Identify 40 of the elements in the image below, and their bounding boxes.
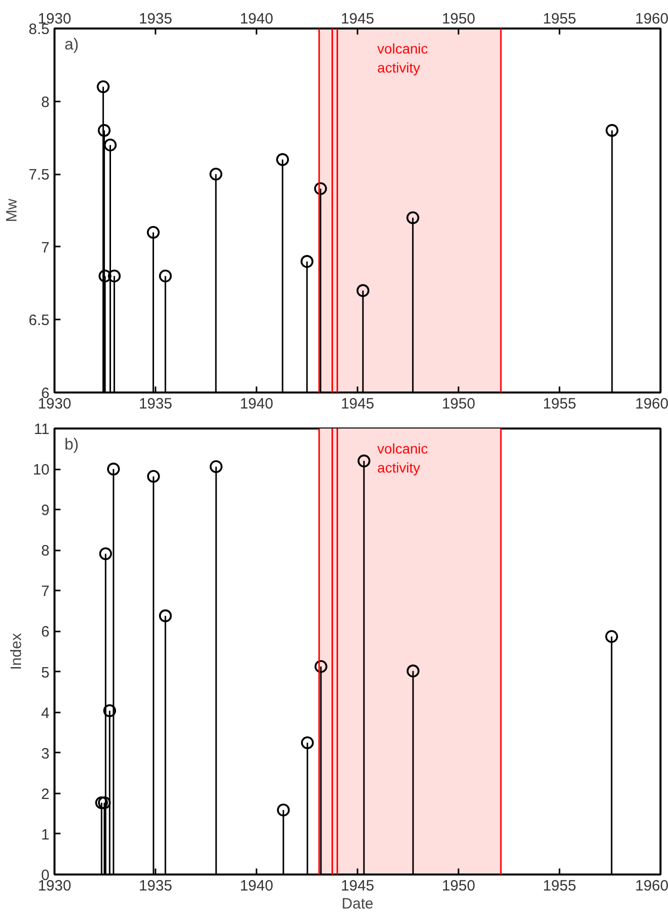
- x-tick-label: 1940: [240, 10, 274, 28]
- y-axis-title: Mw: [4, 198, 21, 222]
- x2-tick-label: 1945: [340, 396, 374, 412]
- y-tick-label: 8: [41, 542, 50, 560]
- x2-tick-label: 1955: [542, 396, 576, 412]
- x2-tick-label: 1940: [240, 396, 274, 412]
- y-tick-label: 11: [34, 421, 50, 438]
- y-tick-label: 7: [41, 583, 50, 600]
- x2-tick-label: 1935: [138, 396, 172, 412]
- y-axis-title: Index: [8, 632, 25, 670]
- y-tick-label: 6.5: [28, 312, 50, 330]
- x-tick-label: 1945: [340, 878, 374, 894]
- x-tick-label: 1945: [340, 10, 374, 28]
- x-tick-label: 1950: [442, 878, 476, 894]
- x-tick-label: 1960: [635, 10, 668, 28]
- band-label: volcanic activity: [377, 40, 428, 76]
- x2-tick-label: 1950: [442, 396, 476, 412]
- x2-tick-label: 1960: [635, 396, 668, 412]
- y-tick-label: 7.5: [28, 166, 50, 184]
- y-tick-label: 6: [41, 624, 50, 641]
- y-tick-label: 8: [41, 94, 50, 111]
- y-tick-label: 7: [41, 239, 50, 256]
- y-tick-label: 5: [41, 664, 50, 682]
- y-tick-label: 2: [41, 786, 50, 803]
- x-tick-label: 1960: [635, 878, 668, 894]
- x-tick-label: 1955: [542, 10, 576, 28]
- x-axis-title: Date: [342, 896, 374, 912]
- x-tick-label: 1955: [542, 878, 576, 894]
- y-tick-label: 1: [41, 826, 50, 844]
- y-tick-label: 10: [32, 462, 50, 479]
- y-tick-label: 9: [41, 502, 50, 520]
- annotation: a): [64, 36, 79, 54]
- x-tick-label: 1935: [138, 878, 172, 894]
- annotation: b): [64, 436, 79, 454]
- x-tick-label: 1950: [442, 10, 476, 28]
- band-label: volcanic activity: [377, 440, 428, 476]
- y-tick-label: 3: [41, 745, 50, 762]
- x-tick-label: 1940: [240, 878, 274, 894]
- x-tick-label: 1935: [138, 10, 172, 28]
- y-tick-label: 4: [41, 704, 50, 722]
